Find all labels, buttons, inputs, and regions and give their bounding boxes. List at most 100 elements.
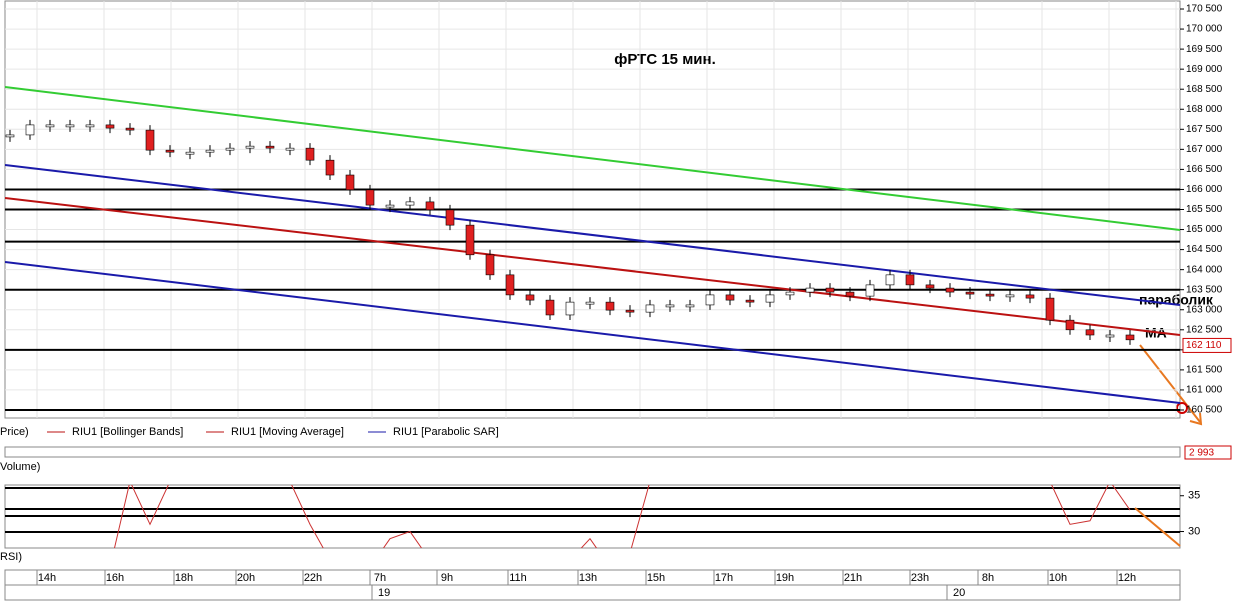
candle (185, 151, 195, 155)
last-price-box (1182, 337, 1232, 353)
candle (1105, 334, 1115, 338)
time-label: 21h (844, 572, 862, 584)
candle (1065, 319, 1075, 331)
candle (805, 287, 815, 293)
panel-title: Volume) (0, 461, 40, 473)
y-tick-label: 167 500 (1186, 124, 1223, 135)
candle (505, 274, 515, 296)
target-circle (1176, 402, 1188, 414)
candle (65, 124, 75, 128)
candle (885, 274, 895, 286)
chart-title: фРТС 15 мин. (614, 51, 716, 68)
y-tick-label: 163 000 (1186, 304, 1223, 315)
arrow (1134, 507, 1181, 547)
time-label: 7h (374, 572, 386, 584)
candle (225, 147, 235, 151)
y-tick-label: 166 500 (1186, 164, 1223, 175)
last-volume-box (1184, 445, 1232, 460)
rsi-tick-label: 30 (1188, 525, 1200, 537)
candle (625, 309, 635, 313)
candle (945, 287, 955, 293)
y-tick-label: 165 000 (1186, 224, 1223, 235)
candle (365, 189, 375, 206)
candle (385, 204, 395, 208)
candle (485, 254, 495, 276)
candle (1125, 334, 1135, 341)
time-label: 17h (715, 572, 733, 584)
date-label: 20 (953, 587, 965, 599)
candle (325, 159, 335, 176)
last-price-label: 162 110 (1186, 340, 1222, 351)
candle (965, 291, 975, 295)
time-label: 12h (1118, 572, 1136, 584)
candle (765, 294, 775, 303)
candle (1045, 297, 1055, 321)
candle (1025, 294, 1035, 299)
trend-line (5, 260, 1180, 404)
candle (1085, 329, 1095, 336)
time-label: 10h (1049, 572, 1067, 584)
candle (725, 294, 735, 301)
candle (105, 124, 115, 129)
candle (545, 299, 555, 316)
rsi-tick-label: 35 (1188, 490, 1200, 502)
candle (685, 304, 695, 308)
y-tick-label: 162 500 (1186, 324, 1223, 335)
arrow-head (1189, 412, 1203, 426)
time-label: 22h (304, 572, 322, 584)
candle (605, 301, 615, 311)
candle (825, 287, 835, 293)
candle (1005, 294, 1015, 298)
y-tick-label: 168 000 (1186, 104, 1223, 115)
y-tick-label: 165 500 (1186, 204, 1223, 215)
rsi-levels (5, 487, 1180, 533)
y-tick-label: 169 000 (1186, 64, 1223, 75)
candle (785, 291, 795, 296)
trend-line (5, 164, 1180, 307)
time-label: 15h (647, 572, 665, 584)
candle (905, 274, 915, 286)
candle (645, 304, 655, 313)
legend-entry: RIU1 [Bollinger Bands] (72, 426, 183, 438)
last-volume-label: 2 993 (1189, 448, 1214, 459)
candle (245, 145, 255, 149)
candle (705, 294, 715, 306)
y-tick-label: 160 500 (1186, 405, 1223, 416)
candle (85, 124, 95, 128)
candle (425, 201, 435, 211)
candle (445, 209, 455, 226)
candle (405, 201, 415, 206)
trend-line (5, 196, 1180, 336)
time-label: 16h (106, 572, 124, 584)
y-tick-label: 164 500 (1186, 244, 1223, 255)
y-tick-label: 166 000 (1186, 184, 1223, 195)
candle (205, 149, 215, 153)
time-label: 20h (237, 572, 255, 584)
time-label: 8h (982, 572, 994, 584)
candle (985, 293, 995, 297)
y-tick-label: 163 500 (1186, 284, 1223, 295)
y-tick-label: 168 500 (1186, 84, 1223, 95)
time-label: 11h (509, 572, 527, 584)
candle (745, 299, 755, 303)
candle (285, 147, 295, 151)
y-tick-label: 169 500 (1186, 44, 1223, 55)
candle (585, 301, 595, 305)
candle (865, 284, 875, 297)
candle (565, 301, 575, 316)
candle (665, 304, 675, 308)
y-tick-label: 170 000 (1186, 24, 1223, 35)
legend-entry: Price) (0, 426, 29, 438)
candle (305, 147, 315, 161)
candle (25, 124, 35, 136)
candle (265, 145, 275, 149)
volume-panel (4, 446, 1181, 458)
legend-entry: RIU1 [Moving Average] (231, 426, 344, 438)
candle (145, 129, 155, 151)
y-tick-label: 161 000 (1186, 385, 1223, 396)
time-label: 19h (776, 572, 794, 584)
legend-entry: RIU1 [Parabolic SAR] (393, 426, 499, 438)
forecast-arrows (1134, 344, 1203, 547)
candle (5, 134, 15, 138)
